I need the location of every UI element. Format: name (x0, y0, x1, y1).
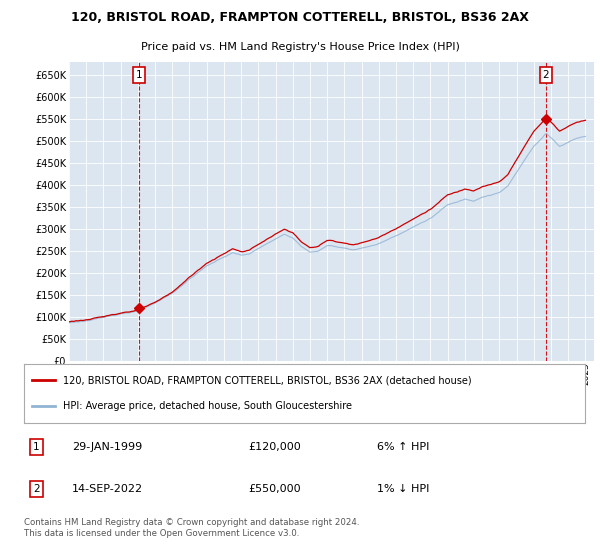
Text: 2: 2 (33, 484, 40, 493)
Text: 1: 1 (136, 70, 143, 80)
Text: HPI: Average price, detached house, South Gloucestershire: HPI: Average price, detached house, Sout… (63, 402, 352, 412)
Text: £550,000: £550,000 (248, 484, 301, 493)
Text: Price paid vs. HM Land Registry's House Price Index (HPI): Price paid vs. HM Land Registry's House … (140, 43, 460, 52)
Text: £120,000: £120,000 (248, 442, 301, 451)
Text: 14-SEP-2022: 14-SEP-2022 (71, 484, 143, 493)
Text: 2: 2 (542, 70, 549, 80)
Text: 29-JAN-1999: 29-JAN-1999 (71, 442, 142, 451)
Text: 1% ↓ HPI: 1% ↓ HPI (377, 484, 430, 493)
Text: 1: 1 (33, 442, 40, 451)
Text: 120, BRISTOL ROAD, FRAMPTON COTTERELL, BRISTOL, BS36 2AX (detached house): 120, BRISTOL ROAD, FRAMPTON COTTERELL, B… (63, 375, 472, 385)
Text: Contains HM Land Registry data © Crown copyright and database right 2024.
This d: Contains HM Land Registry data © Crown c… (24, 518, 359, 538)
Text: 120, BRISTOL ROAD, FRAMPTON COTTERELL, BRISTOL, BS36 2AX: 120, BRISTOL ROAD, FRAMPTON COTTERELL, B… (71, 11, 529, 24)
Text: 6% ↑ HPI: 6% ↑ HPI (377, 442, 430, 451)
